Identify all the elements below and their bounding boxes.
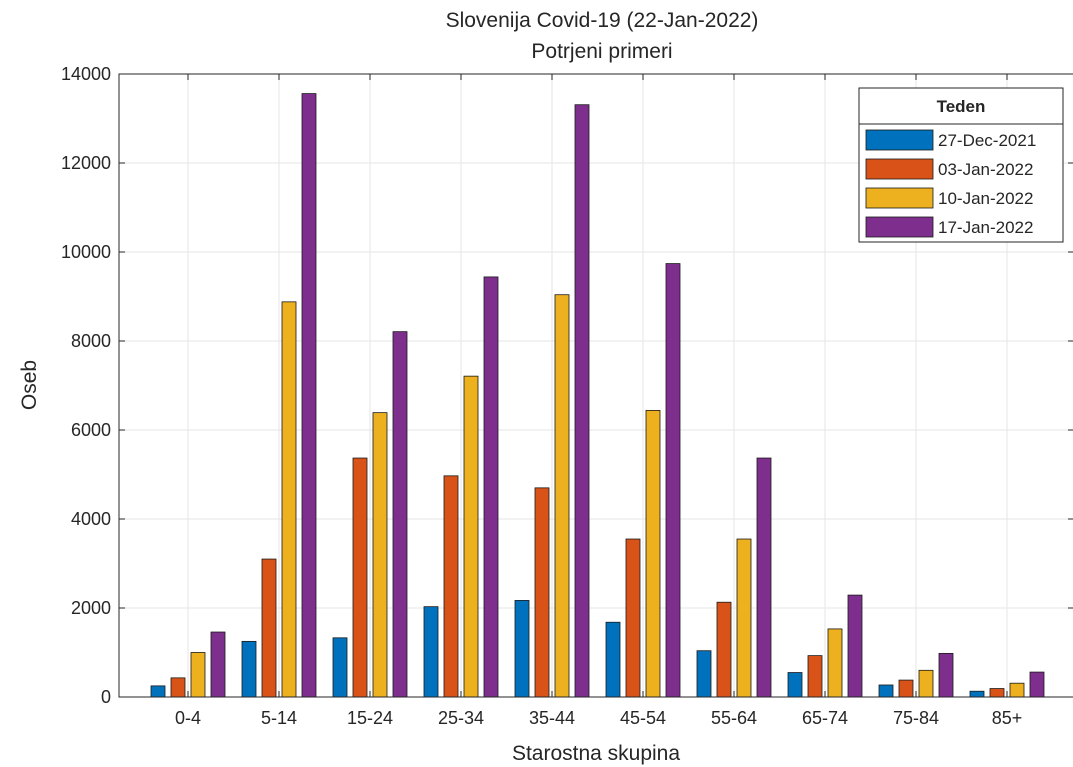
bar bbox=[210, 631, 226, 698]
bar bbox=[807, 655, 823, 698]
bar bbox=[352, 457, 368, 698]
bar bbox=[969, 690, 985, 698]
y-axis-label: Oseb bbox=[18, 360, 41, 410]
y-tick-label: 4000 bbox=[71, 509, 111, 529]
legend-swatch bbox=[865, 129, 934, 151]
y-axis-ticks: 0 2000 4000 6000 8000 10000 12000 14000 bbox=[61, 64, 1073, 707]
y-tick-label: 2000 bbox=[71, 598, 111, 618]
y-tick-label: 6000 bbox=[71, 420, 111, 440]
x-axis-label: Starostna skupina bbox=[512, 742, 680, 765]
legend-swatch bbox=[865, 187, 934, 209]
chart-subtitle: Potrjeni primeri bbox=[531, 40, 672, 63]
bar bbox=[514, 600, 530, 698]
bar bbox=[443, 475, 459, 698]
legend-entry-label: 10-Jan-2022 bbox=[938, 189, 1033, 208]
bar bbox=[574, 104, 590, 698]
bar bbox=[463, 375, 479, 698]
bar bbox=[241, 640, 257, 698]
bar bbox=[554, 294, 570, 698]
bar bbox=[625, 538, 641, 698]
legend-entry-label: 17-Jan-2022 bbox=[938, 218, 1033, 237]
x-tick-label: 75-84 bbox=[893, 708, 939, 728]
bar bbox=[190, 652, 206, 698]
bar bbox=[736, 538, 752, 698]
chart-title: Slovenija Covid-19 (22-Jan-2022) bbox=[446, 9, 759, 32]
legend-swatch bbox=[865, 216, 934, 238]
x-axis-ticks: 0-4 5-14 15-24 25-34 35-44 45-54 55-64 65-74 75-… bbox=[175, 74, 1022, 728]
bar bbox=[847, 594, 863, 698]
bar bbox=[989, 688, 1005, 698]
grid bbox=[119, 74, 1073, 697]
y-tick-label: 10000 bbox=[61, 242, 111, 262]
bar bbox=[878, 684, 894, 698]
x-tick-label: 55-64 bbox=[711, 708, 757, 728]
bar bbox=[1029, 671, 1045, 698]
bar bbox=[372, 412, 388, 698]
bar bbox=[898, 679, 914, 698]
x-tick-label: 45-54 bbox=[620, 708, 666, 728]
bar bbox=[170, 677, 186, 698]
y-tick-label: 8000 bbox=[71, 331, 111, 351]
legend-swatch bbox=[865, 158, 934, 180]
x-tick-label: 25-34 bbox=[438, 708, 484, 728]
bar bbox=[938, 652, 954, 698]
bar bbox=[645, 410, 661, 698]
x-tick-label: 35-44 bbox=[529, 708, 575, 728]
bar bbox=[665, 263, 681, 698]
x-tick-label: 15-24 bbox=[347, 708, 393, 728]
legend-title: Teden bbox=[937, 97, 986, 116]
y-tick-label: 0 bbox=[101, 687, 111, 707]
bar bbox=[392, 331, 408, 698]
y-tick-label: 14000 bbox=[61, 64, 111, 84]
bar bbox=[483, 276, 499, 698]
bar bbox=[301, 93, 317, 698]
bar bbox=[423, 606, 439, 698]
legend: Teden 27-Dec-2021 03-Jan-2022 10-Jan-2022 17… bbox=[858, 87, 1064, 243]
bar bbox=[605, 621, 621, 698]
bar bbox=[534, 487, 550, 698]
legend-entry-label: 03-Jan-2022 bbox=[938, 160, 1033, 179]
x-tick-label: 85+ bbox=[992, 708, 1023, 728]
bar bbox=[261, 558, 277, 698]
bar bbox=[150, 685, 166, 698]
bar bbox=[281, 301, 297, 698]
bar bbox=[332, 637, 348, 698]
bar bbox=[716, 601, 732, 698]
x-tick-label: 5-14 bbox=[261, 708, 297, 728]
bar bbox=[1009, 682, 1025, 698]
bar bbox=[756, 457, 772, 698]
bar bbox=[827, 628, 843, 698]
y-tick-label: 12000 bbox=[61, 153, 111, 173]
x-tick-label: 65-74 bbox=[802, 708, 848, 728]
bar bbox=[696, 650, 712, 698]
x-tick-label: 0-4 bbox=[175, 708, 201, 728]
legend-entry-label: 27-Dec-2021 bbox=[938, 131, 1036, 150]
bar bbox=[787, 672, 803, 698]
plot-area-border bbox=[118, 73, 1073, 698]
bar bbox=[918, 669, 934, 698]
